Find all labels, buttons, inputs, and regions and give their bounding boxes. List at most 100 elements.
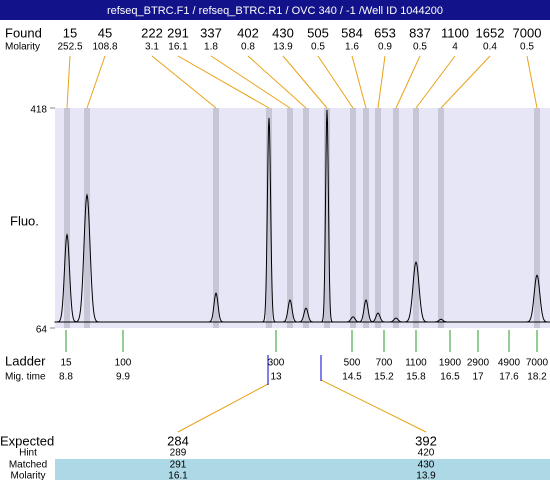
- found-size: 337: [200, 25, 222, 40]
- found-label: Found: [5, 25, 42, 40]
- found-size: 15: [63, 25, 77, 40]
- trace-peak: [261, 117, 277, 323]
- y-tick-label: 64: [36, 325, 48, 336]
- trace-peak: [72, 193, 102, 323]
- ladder-size: 2900: [467, 358, 490, 369]
- header-title: refseq_BTRC.F1 / refseq_BTRC.R1 / OVC 34…: [107, 5, 443, 17]
- y-axis-label: Fluo.: [10, 213, 39, 228]
- found-size: 291: [167, 25, 189, 40]
- ladder-size: 4900: [498, 358, 521, 369]
- trace-peak: [320, 109, 334, 323]
- found-molarity: 1.6: [345, 42, 359, 53]
- peak-band: [534, 108, 540, 328]
- trace-peak: [523, 274, 550, 323]
- ladder-size: 1900: [439, 358, 462, 369]
- found-connector: [151, 55, 217, 109]
- peak-band: [393, 108, 399, 328]
- trace-peak: [296, 307, 316, 323]
- found-size: 1100: [441, 25, 469, 40]
- found-connector: [395, 55, 421, 109]
- ladder-mig-time: 9.9: [116, 372, 130, 383]
- found-molarity: 252.5: [57, 42, 82, 53]
- found-connector: [282, 55, 328, 109]
- found-size: 505: [307, 25, 329, 40]
- ladder-mig-time: 14.5: [342, 372, 362, 383]
- plot-area: [55, 108, 550, 328]
- peak-band: [84, 108, 90, 328]
- found-molarity: 108.8: [92, 42, 117, 53]
- found-connector: [177, 55, 270, 109]
- found-connector: [526, 55, 538, 109]
- table-row-label: Hint: [19, 448, 37, 459]
- found-molarity: 0.5: [413, 42, 427, 53]
- peak-band: [303, 108, 309, 328]
- ladder-mig-time: 17: [472, 372, 484, 383]
- y-tick-label: 418: [30, 105, 47, 116]
- found-size: 7000: [513, 25, 542, 40]
- ladder-mig-time: 18.2: [527, 372, 547, 383]
- matched-rows-bg: [55, 459, 550, 480]
- found-molarity: 0.4: [483, 42, 497, 53]
- table-matched-value: 291: [170, 460, 187, 471]
- trace-peak: [368, 312, 388, 323]
- found-size: 653: [374, 25, 396, 40]
- table-row-label: Expected: [0, 433, 54, 448]
- found-molarity: 3.1: [145, 42, 159, 53]
- table-hint-value: 289: [170, 448, 187, 459]
- found-size: 402: [237, 25, 259, 40]
- table-row-label: Molarity: [10, 471, 45, 480]
- found-molarity: 16.1: [168, 42, 188, 53]
- found-connector: [415, 55, 456, 109]
- found-size: 584: [341, 25, 363, 40]
- found-molarity: 1.8: [204, 42, 218, 53]
- trace-peak: [401, 261, 431, 323]
- peak-band: [213, 108, 219, 328]
- table-matched-value: 430: [418, 460, 435, 471]
- table-molarity-value: 16.1: [168, 471, 188, 480]
- ladder-size: 1100: [405, 358, 427, 369]
- peak-band: [324, 108, 330, 328]
- found-connector: [317, 55, 354, 109]
- expected-connector: [320, 379, 427, 433]
- table-molarity-value: 13.9: [416, 471, 436, 480]
- ladder-size: 100: [115, 358, 132, 369]
- found-molarity: 13.9: [273, 42, 293, 53]
- ladder-mig-time: 17.6: [499, 372, 519, 383]
- ladder-size: 500: [344, 358, 361, 369]
- found-connector: [440, 55, 491, 109]
- ladder-mig-time: 16.5: [440, 372, 460, 383]
- found-connector: [210, 55, 291, 109]
- found-size: 837: [409, 25, 431, 40]
- peak-band: [413, 108, 419, 328]
- found-connector: [86, 55, 106, 109]
- ladder-label: Ladder: [5, 353, 46, 368]
- mig-time-label: Mig. time: [5, 372, 46, 383]
- ladder-mig-time: 13: [270, 372, 282, 383]
- found-molarity: 4: [452, 42, 458, 53]
- found-connector: [66, 55, 71, 109]
- found-connector: [247, 55, 307, 109]
- peak-band: [375, 108, 381, 328]
- ladder-size: 15: [60, 358, 72, 369]
- found-size: 222: [141, 25, 163, 40]
- expected-connector: [177, 383, 269, 433]
- found-size: 45: [98, 25, 112, 40]
- peak-band: [266, 108, 272, 328]
- found-molarity: 0.8: [241, 42, 255, 53]
- header-bar: [0, 0, 550, 20]
- table-expected-value: 284: [167, 433, 189, 448]
- found-size: 1652: [476, 25, 505, 40]
- found-connector: [377, 55, 386, 109]
- ladder-mig-time: 8.8: [59, 372, 73, 383]
- ladder-size: 300: [268, 358, 285, 369]
- peak-band: [350, 108, 356, 328]
- found-connector: [351, 55, 367, 109]
- trace-peak: [206, 292, 226, 323]
- table-row-label: Matched: [9, 460, 47, 471]
- ladder-size: 7000: [526, 358, 549, 369]
- peak-band: [363, 108, 369, 328]
- molarity-label: Molarity: [5, 42, 40, 53]
- ladder-mig-time: 15.8: [406, 372, 426, 383]
- table-expected-value: 392: [415, 433, 437, 448]
